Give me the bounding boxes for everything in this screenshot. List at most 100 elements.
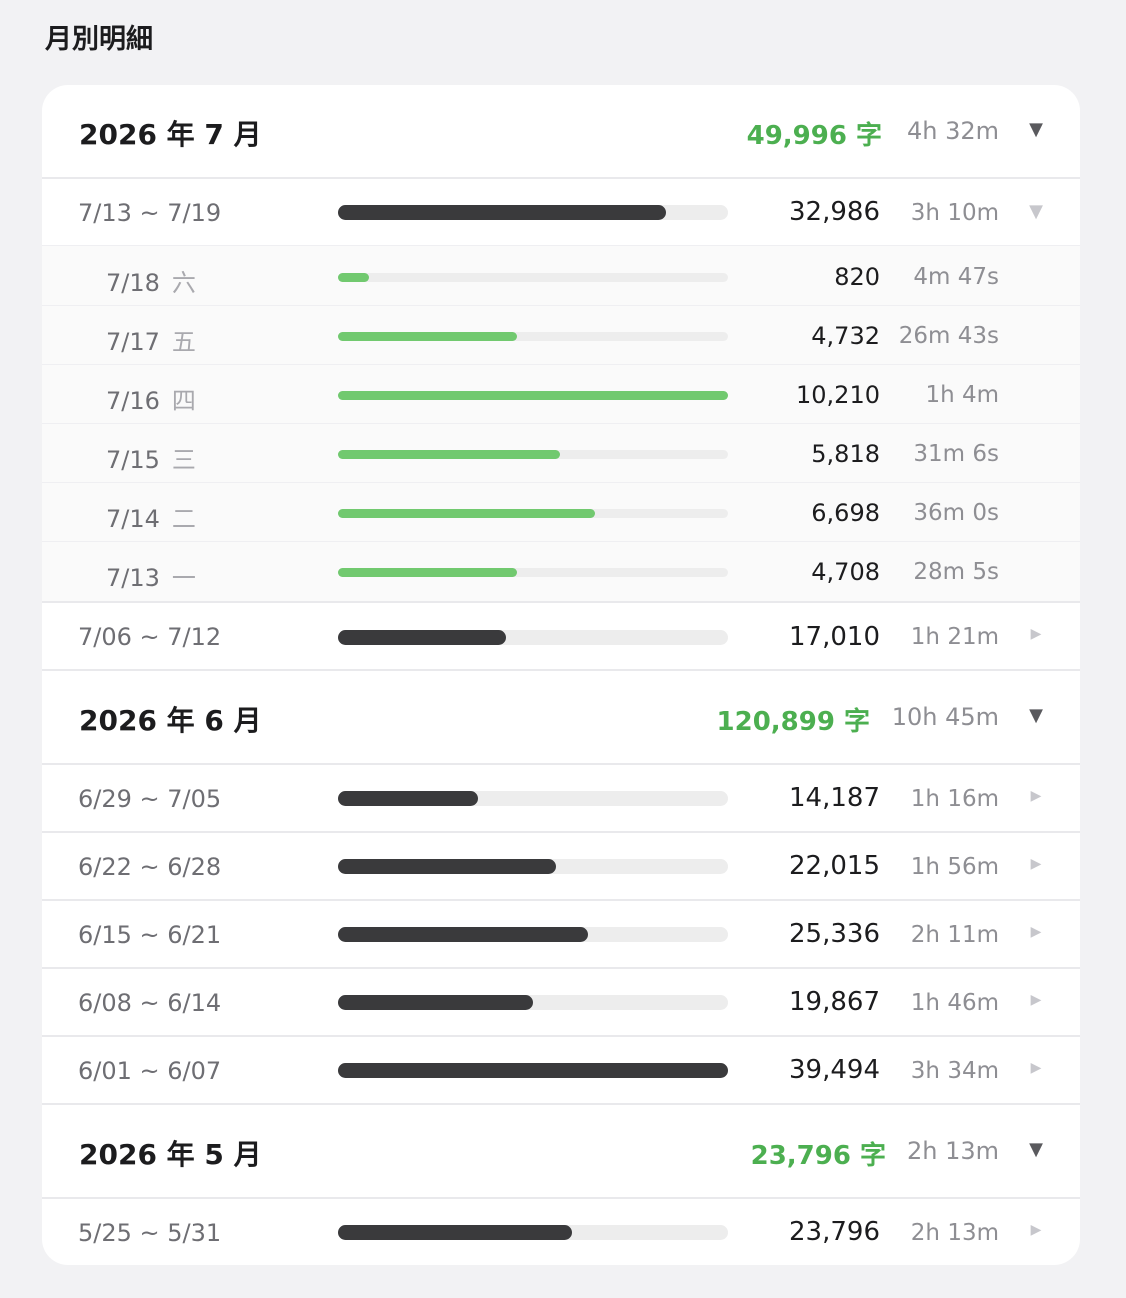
week-progress-fill [338,791,479,806]
week-row[interactable]: 5/25 ~ 5/31 23,796 2h 13m ▶ [42,1197,1080,1265]
week-progress-fill [338,1063,728,1078]
day-date: 7/15 三 [106,446,196,474]
day-date: 7/13 一 [106,564,196,592]
chevron-right-icon[interactable]: ▶ [1030,924,1042,940]
day-row: 7/17 五 4,732 26m 43s [42,305,1080,364]
day-duration: 36m 0s [913,500,999,526]
day-char-count: 10,210 [796,381,880,409]
week-progress-fill [338,205,666,220]
day-progress-fill [338,391,728,400]
day-row: 7/18 六 820 4m 47s [42,245,1080,305]
month-char-count: 49,996 字 [746,121,882,151]
month-header-2026-05[interactable]: 2026 年 5 月 23,796 字 2h 13m ▼ [42,1103,1080,1197]
day-char-count: 4,732 [811,322,880,350]
month-char-count: 23,796 字 [750,1141,886,1171]
week-progress-fill [338,1225,572,1240]
week-duration: 1h 16m [910,786,999,812]
week-progress-bar [338,1225,728,1240]
day-duration: 4m 47s [913,264,999,290]
week-range: 6/15 ~ 6/21 [78,921,222,949]
day-weekday: 三 [171,446,196,474]
month-title: 2026 年 6 月 [79,704,262,737]
week-range: 7/13 ~ 7/19 [78,199,222,227]
week-duration: 1h 56m [910,854,999,880]
chevron-down-icon[interactable]: ▼ [1029,1139,1043,1160]
month-duration: 2h 13m [906,1137,999,1165]
week-progress-fill [338,927,588,942]
week-duration: 3h 10m [910,200,999,226]
day-progress-bar [338,509,728,518]
day-row: 7/13 一 4,708 28m 5s [42,541,1080,601]
day-date: 7/16 四 [106,387,196,415]
day-progress-bar [338,450,728,459]
day-duration: 28m 5s [913,559,999,585]
week-char-count: 23,796 [789,1217,880,1247]
day-weekday: 五 [171,328,196,356]
week-range: 6/08 ~ 6/14 [78,989,222,1017]
week-progress-bar [338,791,728,806]
week-char-count: 19,867 [789,987,880,1017]
day-progress-bar [338,568,728,577]
day-weekday: 一 [171,564,196,592]
chevron-right-icon[interactable]: ▶ [1030,788,1042,804]
chevron-down-icon[interactable]: ▼ [1029,119,1043,140]
week-progress-bar [338,1063,728,1078]
week-row[interactable]: 6/15 ~ 6/21 25,336 2h 11m ▶ [42,899,1080,967]
chevron-down-icon[interactable]: ▼ [1029,201,1043,222]
week-row[interactable]: 6/22 ~ 6/28 22,015 1h 56m ▶ [42,831,1080,899]
week-duration: 3h 34m [910,1058,999,1084]
day-progress-fill [338,332,518,341]
chevron-right-icon[interactable]: ▶ [1030,626,1042,642]
week-duration: 2h 11m [910,922,999,948]
day-progress-fill [338,450,561,459]
day-char-count: 820 [834,263,880,291]
week-range: 6/22 ~ 6/28 [78,853,222,881]
week-char-count: 14,187 [789,783,880,813]
week-duration: 1h 46m [910,990,999,1016]
week-range: 5/25 ~ 5/31 [78,1219,222,1247]
day-duration: 31m 6s [913,441,999,467]
week-char-count: 25,336 [789,919,880,949]
chevron-down-icon[interactable]: ▼ [1029,705,1043,726]
week-range: 6/01 ~ 6/07 [78,1057,222,1085]
week-progress-bar [338,205,728,220]
day-date: 7/18 六 [106,269,196,297]
day-progress-fill [338,273,370,282]
week-progress-bar [338,859,728,874]
chevron-right-icon[interactable]: ▶ [1030,1222,1042,1238]
week-range: 7/06 ~ 7/12 [78,623,222,651]
day-row: 7/15 三 5,818 31m 6s [42,423,1080,482]
week-progress-bar [338,927,728,942]
chevron-right-icon[interactable]: ▶ [1030,992,1042,1008]
day-weekday: 六 [171,269,196,297]
month-duration: 4h 32m [906,117,999,145]
chevron-right-icon[interactable]: ▶ [1030,856,1042,872]
day-progress-fill [338,568,518,577]
day-row: 7/16 四 10,210 1h 4m [42,364,1080,423]
monthly-breakdown-card: 2026 年 7 月 49,996 字 4h 32m ▼ 7/13 ~ 7/19… [42,85,1080,1265]
week-char-count: 17,010 [789,622,880,652]
section-title: 月別明細 [45,24,153,55]
day-duration: 26m 43s [898,323,999,349]
month-title: 2026 年 7 月 [79,118,262,151]
month-header-2026-06[interactable]: 2026 年 6 月 120,899 字 10h 45m ▼ [42,669,1080,763]
day-progress-bar [338,332,728,341]
week-row[interactable]: 7/13 ~ 7/19 32,986 3h 10m ▼ [42,177,1080,245]
month-title: 2026 年 5 月 [79,1138,262,1171]
chevron-right-icon[interactable]: ▶ [1030,1060,1042,1076]
week-progress-fill [338,995,533,1010]
day-char-count: 4,708 [811,558,880,586]
day-progress-bar [338,391,728,400]
week-char-count: 22,015 [789,851,880,881]
week-duration: 2h 13m [910,1220,999,1246]
month-duration: 10h 45m [891,703,999,731]
week-row[interactable]: 6/29 ~ 7/05 14,187 1h 16m ▶ [42,763,1080,831]
week-range: 6/29 ~ 7/05 [78,785,222,813]
week-row[interactable]: 7/06 ~ 7/12 17,010 1h 21m ▶ [42,601,1080,669]
month-header-2026-07[interactable]: 2026 年 7 月 49,996 字 4h 32m ▼ [42,85,1080,177]
day-progress-fill [338,509,596,518]
week-row[interactable]: 6/01 ~ 6/07 39,494 3h 34m ▶ [42,1035,1080,1103]
day-char-count: 5,818 [811,440,880,468]
week-progress-fill [338,859,557,874]
week-row[interactable]: 6/08 ~ 6/14 19,867 1h 46m ▶ [42,967,1080,1035]
